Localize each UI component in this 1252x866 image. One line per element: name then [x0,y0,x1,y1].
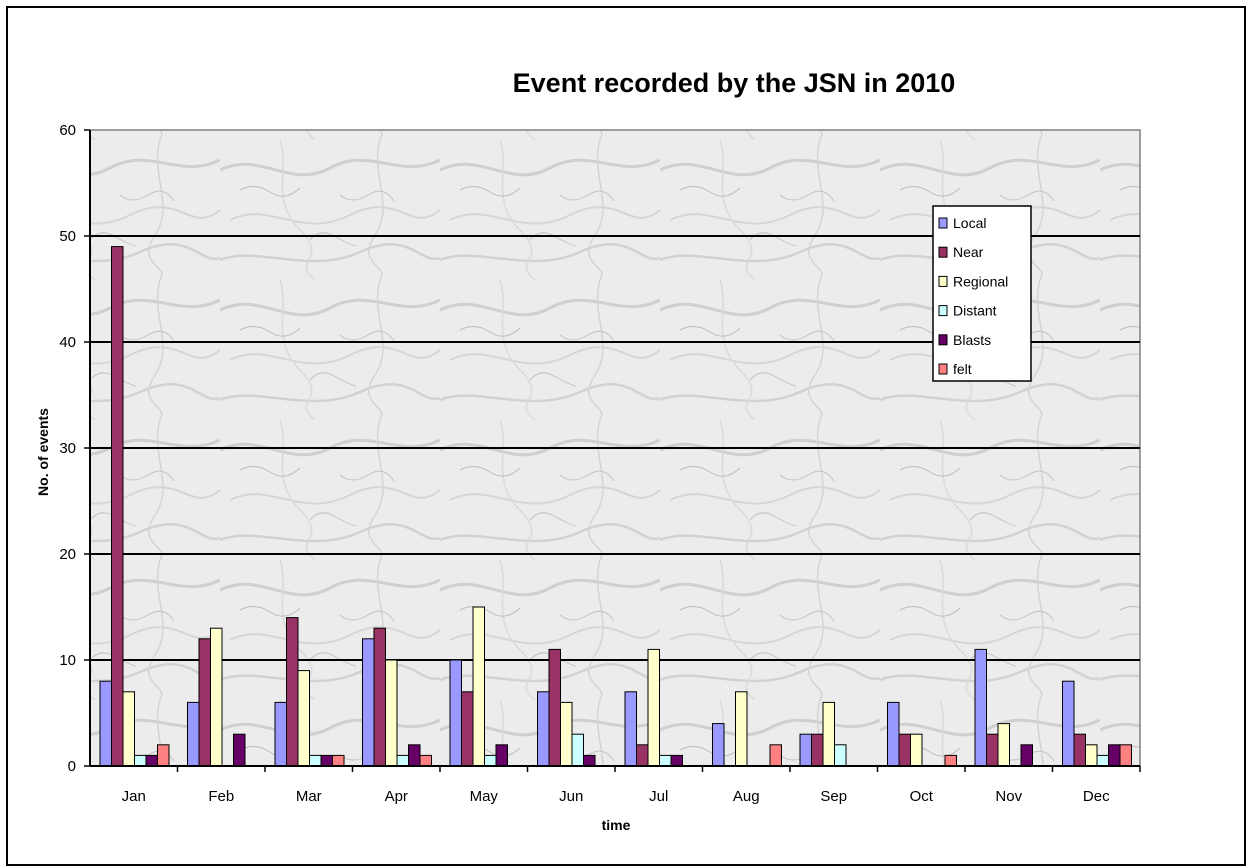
chart-title: Event recorded by the JSN in 2010 [513,68,956,98]
bar-felt-dec [1119,744,1132,767]
bar-regional-nov [997,723,1010,767]
y-tick-label: 30 [59,440,76,457]
bar-local-feb [187,701,200,767]
bar-near-nov [986,733,999,767]
bar-local-mar [274,701,287,767]
bar-distant-dec [1096,754,1109,767]
bar-regional-apr [385,659,398,767]
legend-entry: Distant [953,303,997,319]
bar-near-mar [286,617,299,767]
x-tick-label: Mar [296,788,322,805]
x-tick-label: Dec [1083,788,1110,805]
bar-near-jun [548,648,561,767]
bar-local-sep [799,733,812,767]
bar-distant-jun [571,733,584,767]
bar-felt-apr [419,754,432,767]
bar-local-nov [974,648,987,767]
bar-regional-aug [735,691,748,767]
x-tick-label: Jun [559,788,583,805]
bar-regional-mar [297,670,310,767]
y-tick-label: 50 [59,228,76,245]
x-tick-label: May [470,788,499,805]
bar-near-oct [898,733,911,767]
bar-blasts-dec [1108,744,1121,767]
x-tick-label: Jan [122,788,146,805]
y-tick-label: 60 [59,122,76,139]
bar-near-sep [811,733,824,767]
bar-local-apr [362,638,375,767]
bar-blasts-nov [1020,744,1033,767]
bar-distant-apr [396,754,409,767]
bar-near-jul [636,744,649,767]
legend-entry: felt [953,361,972,377]
bar-distant-may [484,754,497,767]
bar-local-jan [99,680,112,767]
bar-blasts-mar [320,754,333,767]
x-tick-label: Apr [385,788,408,805]
bar-local-jul [624,691,637,767]
bar-regional-may [472,606,485,767]
x-tick-label: Jul [649,788,668,805]
bar-local-may [449,659,462,767]
legend-entry: Near [953,244,984,260]
legend-box [932,205,1032,382]
bar-felt-aug [769,744,782,767]
x-tick-label: Oct [910,788,934,805]
bar-regional-oct [910,733,923,767]
y-tick-label: 40 [59,334,76,351]
legend-swatch [938,246,948,258]
bar-blasts-apr [408,744,421,767]
x-tick-label: Sep [820,788,847,805]
legend: Local Near Regional Distant Blasts felt [932,205,1032,382]
bar-distant-jan [134,754,147,767]
y-axis-label: No. of events [35,408,51,496]
bar-local-oct [887,701,900,767]
bar-near-jan [111,246,124,767]
x-tick-label: Feb [208,788,234,805]
legend-entry: Regional [953,273,1008,289]
bar-local-aug [712,723,725,767]
x-tick-label: Aug [733,788,760,805]
x-axis-label: time [602,817,631,833]
bar-regional-dec [1085,744,1098,767]
axes: 0 10 20 30 40 50 60 Jan Feb Mar Apr May Jun Jul Aug Sep… [59,122,1141,805]
bar-felt-oct [944,754,957,767]
legend-swatch [938,217,948,229]
bar-regional-feb [210,627,223,767]
legend-swatch [938,363,948,375]
legend-swatch [938,334,948,346]
x-tick-label: Nov [995,788,1022,805]
bar-blasts-jun [583,754,596,767]
bar-distant-sep [834,744,847,767]
bar-blasts-jul [670,754,683,767]
bar-near-feb [198,638,211,767]
bar-felt-jan [157,744,170,767]
y-tick-label: 20 [59,546,76,563]
bar-blasts-jan [145,754,158,767]
bar-regional-jul [647,648,660,767]
bar-regional-jun [560,701,573,767]
bar-near-dec [1073,733,1086,767]
bar-felt-mar [332,754,345,767]
bar-distant-jul [659,754,672,767]
y-tick-label: 10 [59,652,76,669]
legend-entry: Local [953,215,986,231]
bar-local-dec [1062,680,1075,767]
y-tick-label: 0 [68,758,76,775]
legend-swatch [938,305,948,317]
legend-swatch [938,275,948,287]
legend-entry: Blasts [953,332,991,348]
bar-blasts-feb [233,733,246,767]
bar-near-apr [373,627,386,767]
bars [99,246,1132,767]
bar-regional-sep [822,701,835,767]
bar-regional-jan [122,691,135,767]
bar-blasts-may [495,744,508,767]
bar-near-may [461,691,474,767]
bar-local-jun [537,691,550,767]
bar-distant-mar [309,754,322,767]
